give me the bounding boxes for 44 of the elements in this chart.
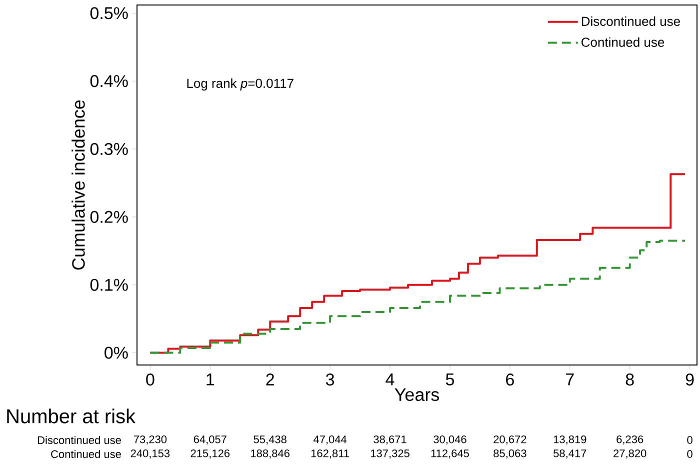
text: 240,153 xyxy=(130,449,170,459)
text: 85,063 xyxy=(494,449,526,459)
text: 64,057 xyxy=(194,435,226,445)
text: 30,046 xyxy=(434,435,466,445)
text: Discontinued use xyxy=(38,436,121,444)
y-tick-label: 0% xyxy=(104,346,128,359)
y-axis-title: Cumulative incidence xyxy=(72,100,85,270)
text: 6,236 xyxy=(616,435,644,445)
x-tick-label: 3 xyxy=(326,374,334,386)
legend-label: Discontinued use xyxy=(582,16,680,26)
text: 73,230 xyxy=(134,435,167,445)
x-tick-label: 0 xyxy=(146,374,154,386)
legend-label: Continued use xyxy=(582,37,664,47)
text: 188,846 xyxy=(251,449,290,459)
text: 47,044 xyxy=(313,435,347,445)
text: Number at risk xyxy=(7,408,136,424)
text: 13,819 xyxy=(554,435,586,445)
text: 162,811 xyxy=(311,449,349,459)
text: 0 xyxy=(687,450,692,458)
y-tick-label: 0.2% xyxy=(90,210,128,223)
text: 58,417 xyxy=(554,449,586,459)
y-tick-label: 0.4% xyxy=(90,75,128,88)
text: 55,438 xyxy=(254,435,286,445)
text: 20,672 xyxy=(494,435,526,445)
x-tick-label: 8 xyxy=(626,374,634,386)
y-tick-label: 0.1% xyxy=(90,278,128,291)
text: 137,325 xyxy=(370,449,410,459)
x-tick-label: 9 xyxy=(686,374,694,386)
x-tick-label: 5 xyxy=(446,374,454,386)
y-tick-label: 0.3% xyxy=(90,142,128,156)
x-tick-label: 6 xyxy=(506,374,514,386)
text: 38,671 xyxy=(374,435,406,445)
x-axis-title: Years xyxy=(394,388,440,401)
x-tick-label: 2 xyxy=(266,374,274,386)
text: 0 xyxy=(687,436,692,444)
text: 112,645 xyxy=(431,449,469,459)
y-tick-label: 0.5% xyxy=(90,7,128,20)
x-tick-label: 1 xyxy=(206,374,214,386)
text: 27,820 xyxy=(614,449,646,459)
text: 215,126 xyxy=(190,449,230,459)
text: Continued use xyxy=(51,450,121,458)
x-tick-label: 7 xyxy=(566,374,574,386)
x-tick-label: 4 xyxy=(386,374,394,386)
annotation: Log rank p=0.0117 xyxy=(187,78,294,91)
